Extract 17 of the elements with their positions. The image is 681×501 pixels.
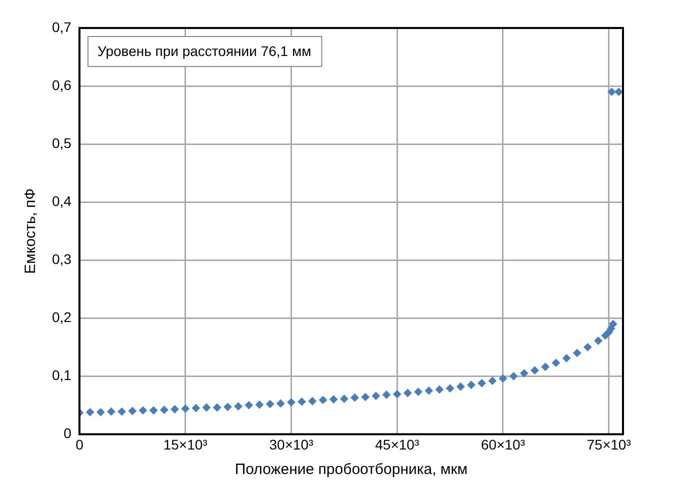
x-tick-label: 60×10³ xyxy=(481,436,526,452)
annotation: Уровень при расстоянии 76,1 мм xyxy=(97,42,312,59)
y-tick-label: 0,2 xyxy=(52,309,72,325)
x-tick-label: 15×10³ xyxy=(163,436,208,452)
y-tick-label: 0 xyxy=(64,425,72,442)
y-tick-label: 0,5 xyxy=(52,134,72,151)
x-tick-label: 0 xyxy=(76,436,84,452)
x-tick-label: 45×10³ xyxy=(375,436,420,452)
y-tick-label: 0,3 xyxy=(52,250,72,267)
y-tick-label: 0,4 xyxy=(52,192,72,209)
y-tick-label: 0,1 xyxy=(52,367,72,384)
y-tick-label: 0,6 xyxy=(52,76,72,93)
x-tick-label: 75×10³ xyxy=(586,436,632,452)
y-axis-title: Емкость, пФ xyxy=(22,188,40,274)
x-tick-label: 30×10³ xyxy=(269,436,314,452)
x-axis-title: Положение пробоотборника, мкм xyxy=(234,461,468,478)
y-tick-label: 0,7 xyxy=(52,18,72,35)
